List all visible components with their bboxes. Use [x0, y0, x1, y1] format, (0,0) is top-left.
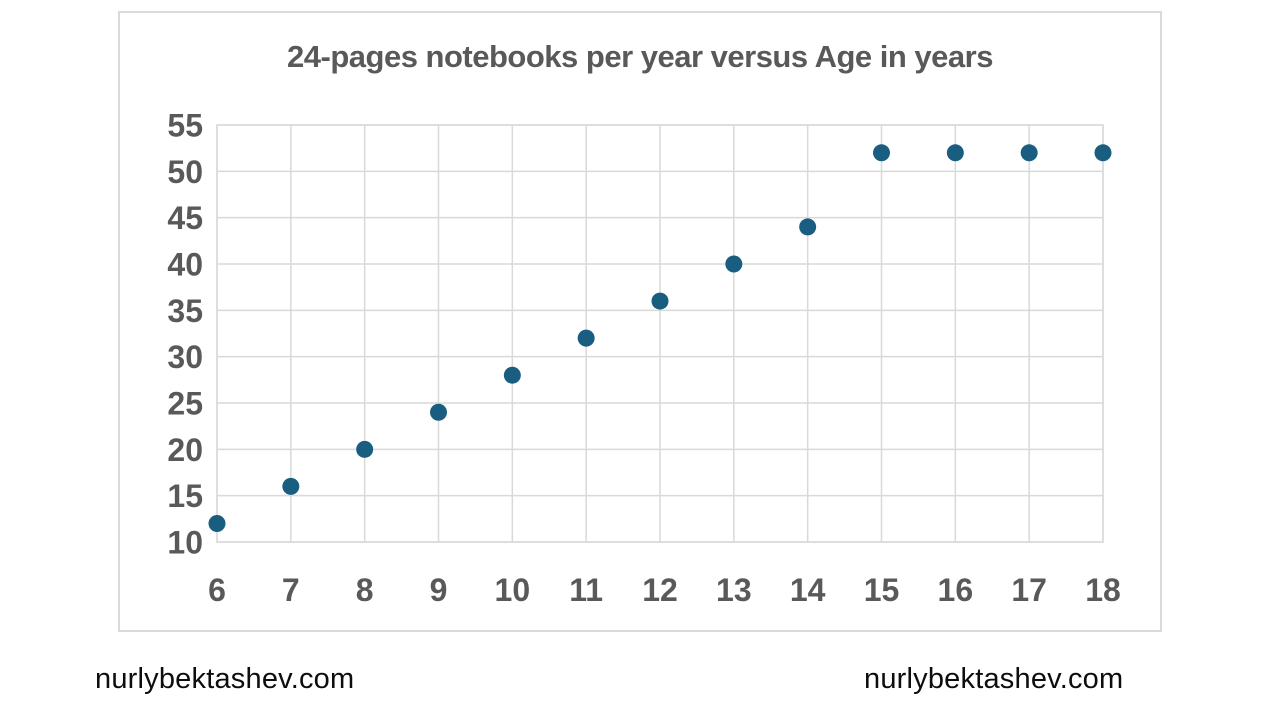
- plot-area-border: [216, 124, 1104, 543]
- data-point: [799, 218, 817, 236]
- y-tick-label: 35: [167, 293, 203, 329]
- chart-title: 24-pages notebooks per year versus Age i…: [287, 39, 993, 74]
- x-tick-label: 14: [790, 572, 826, 608]
- y-tick-label: 45: [167, 200, 203, 236]
- y-tick-label: 25: [167, 386, 203, 422]
- y-tick-label: 30: [167, 339, 203, 375]
- x-tick-label: 18: [1085, 572, 1121, 608]
- x-tick-label: 13: [716, 572, 752, 608]
- chart-frame: 24-pages notebooks per year versus Age i…: [118, 11, 1162, 632]
- x-tick-label: 17: [1011, 572, 1047, 608]
- data-point: [282, 477, 300, 495]
- x-tick-label: 12: [642, 572, 678, 608]
- x-tick-label: 11: [569, 572, 603, 608]
- data-point: [651, 292, 669, 310]
- scatter-plot: 10 15 20 25 30 35 40 45 50 55 6 7 8 9 10 11 12 13 14 15 16 17…: [167, 108, 1121, 609]
- x-tick-label: 16: [938, 572, 974, 608]
- data-point: [946, 144, 964, 162]
- x-tick-label: 8: [356, 572, 374, 608]
- watermark-left: nurlybektashev.com: [95, 663, 355, 695]
- data-point: [503, 366, 521, 384]
- data-point: [725, 255, 743, 273]
- x-tick-label: 15: [864, 572, 900, 608]
- y-tick-label: 40: [167, 247, 203, 283]
- y-tick-label: 20: [167, 432, 203, 468]
- x-tick-label: 9: [430, 572, 448, 608]
- y-tick-label: 15: [167, 478, 203, 514]
- data-point: [1094, 144, 1112, 162]
- data-point: [208, 514, 226, 532]
- data-point: [577, 329, 595, 347]
- y-tick-label: 55: [167, 108, 203, 144]
- y-tick-label: 10: [167, 525, 203, 561]
- x-tick-label: 6: [208, 572, 226, 608]
- x-tick-label: 10: [495, 572, 531, 608]
- y-tick-label: 50: [167, 154, 203, 190]
- x-tick-label: 7: [282, 572, 300, 608]
- data-point: [1020, 144, 1038, 162]
- data-point: [873, 144, 890, 162]
- watermark-right: nurlybektashev.com: [864, 663, 1124, 695]
- data-point: [430, 403, 447, 421]
- data-point: [356, 440, 374, 458]
